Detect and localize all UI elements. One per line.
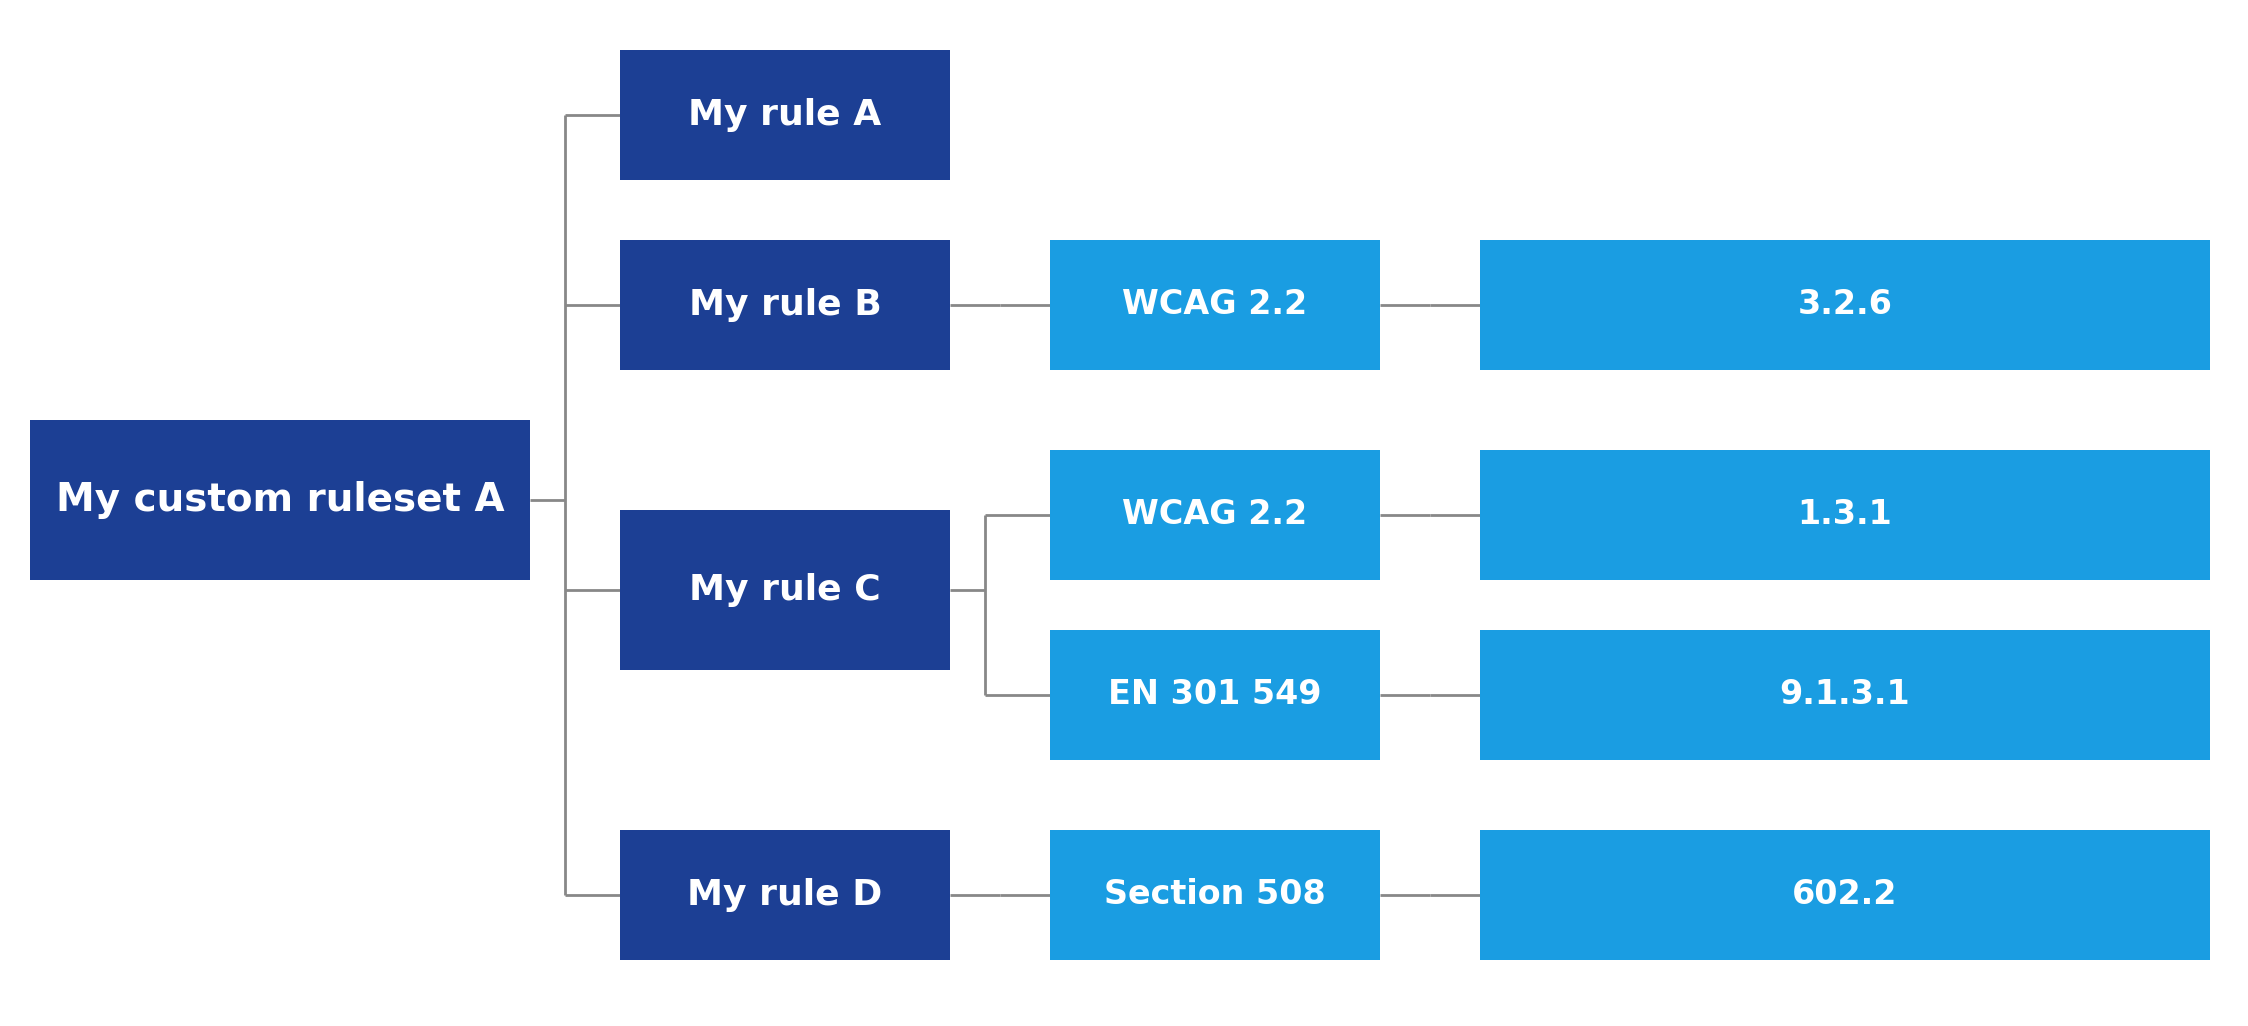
FancyBboxPatch shape [1479,630,2210,760]
FancyBboxPatch shape [620,240,951,370]
Text: EN 301 549: EN 301 549 [1108,678,1322,711]
FancyBboxPatch shape [1050,830,1380,960]
FancyBboxPatch shape [620,830,951,960]
Text: WCAG 2.2: WCAG 2.2 [1122,499,1308,531]
FancyBboxPatch shape [620,510,951,670]
Text: 9.1.3.1: 9.1.3.1 [1780,678,1911,711]
FancyBboxPatch shape [1050,630,1380,760]
Text: WCAG 2.2: WCAG 2.2 [1122,288,1308,321]
FancyBboxPatch shape [29,420,531,580]
Text: 3.2.6: 3.2.6 [1798,288,1893,321]
Text: My rule C: My rule C [690,573,881,607]
FancyBboxPatch shape [1050,450,1380,580]
Text: 1.3.1: 1.3.1 [1798,499,1893,531]
Text: Section 508: Section 508 [1104,878,1326,911]
FancyBboxPatch shape [1479,240,2210,370]
FancyBboxPatch shape [1479,830,2210,960]
Text: My rule D: My rule D [688,878,883,912]
FancyBboxPatch shape [620,50,951,180]
Text: My custom ruleset A: My custom ruleset A [56,481,504,519]
FancyBboxPatch shape [1479,450,2210,580]
FancyBboxPatch shape [1050,240,1380,370]
Text: 602.2: 602.2 [1792,878,1897,911]
Text: My rule A: My rule A [688,98,881,132]
Text: My rule B: My rule B [688,288,881,322]
